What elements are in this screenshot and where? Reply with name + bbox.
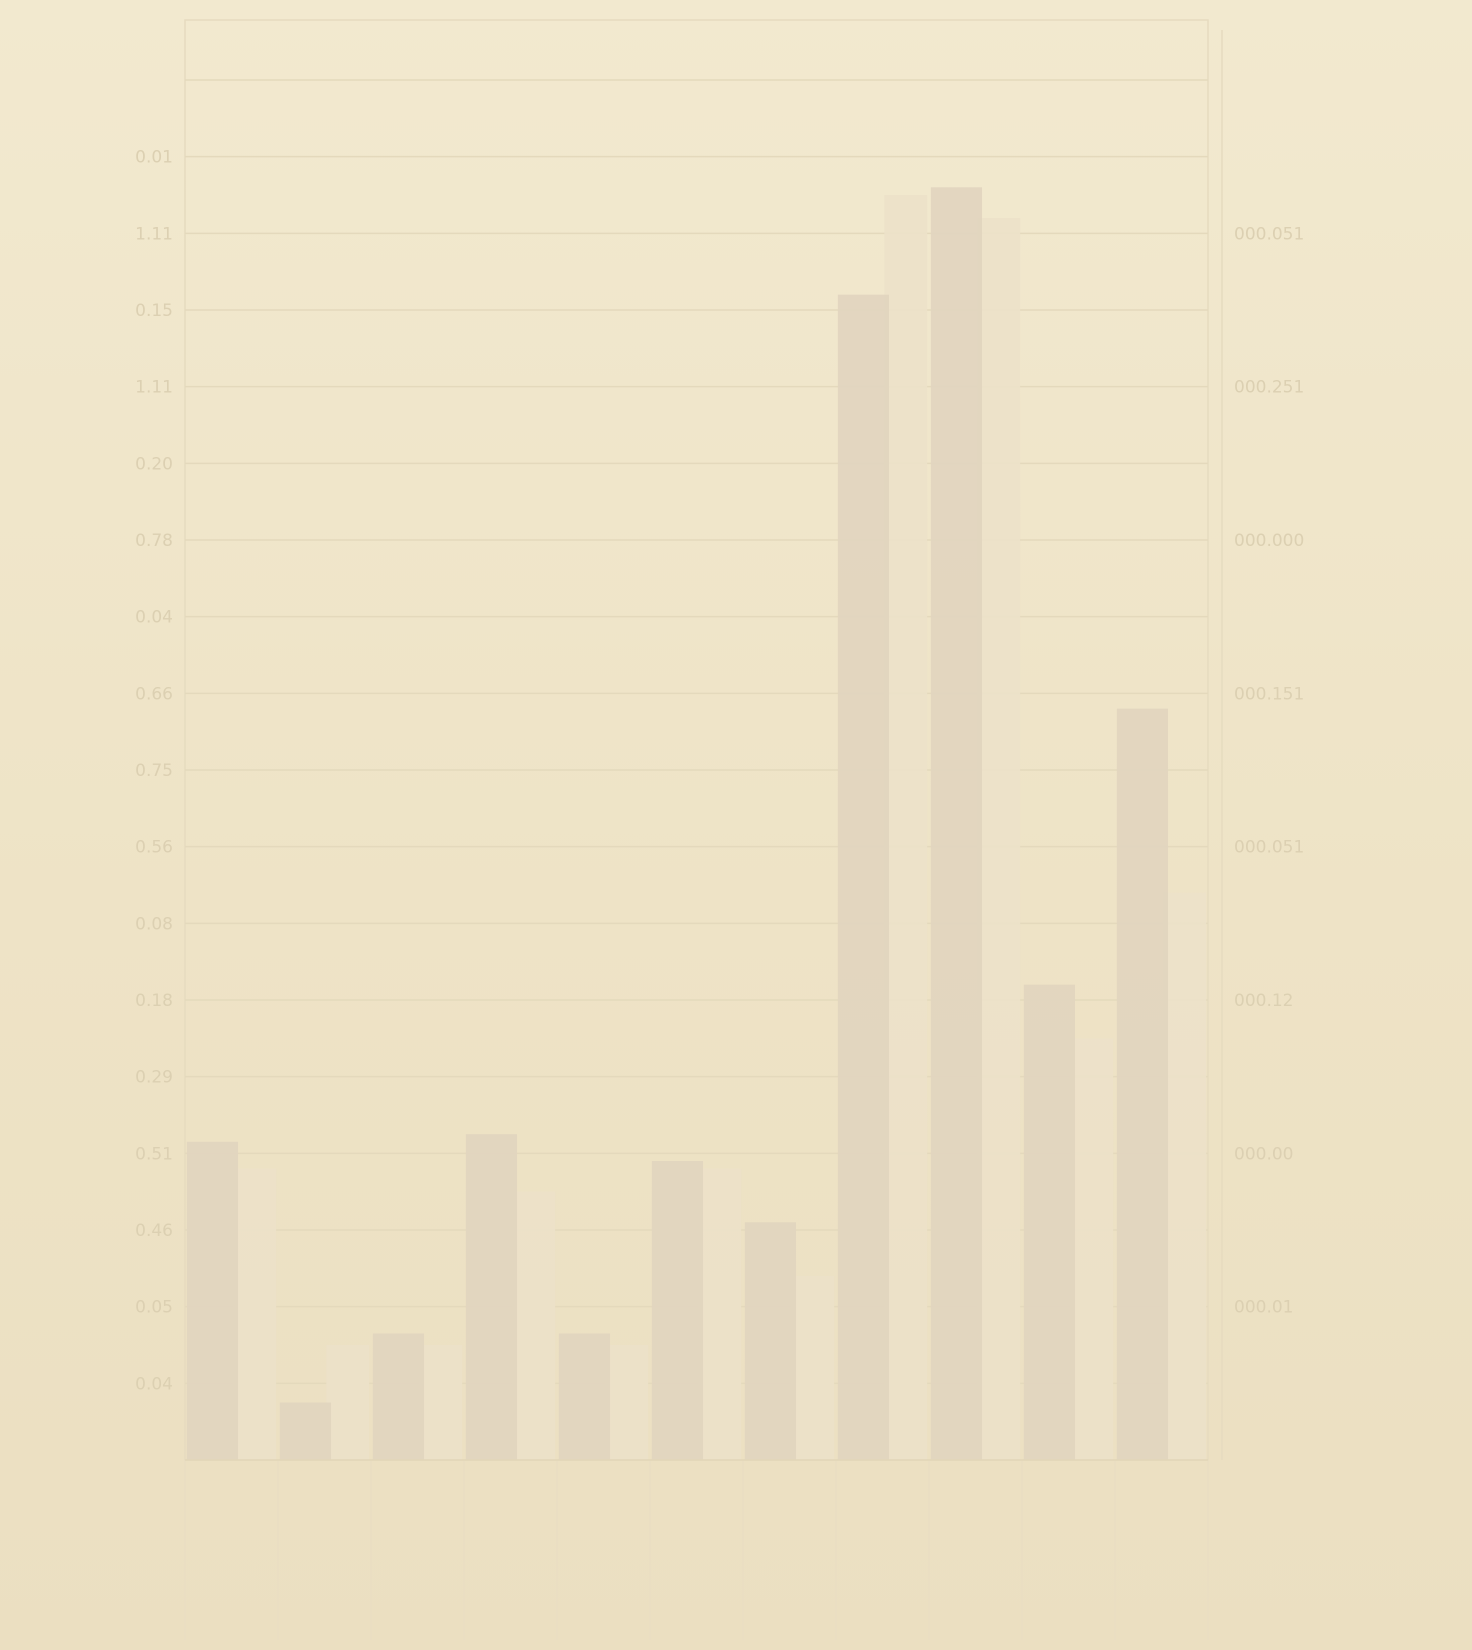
y-left-tick-label: 0.05 [135, 1298, 173, 1318]
bar-left-series [930, 187, 983, 1460]
bar-left-series [651, 1161, 704, 1460]
y-right-tick-label: 000.251 [1234, 378, 1304, 398]
y-left-tick-label: 0.18 [135, 991, 173, 1011]
bar-left-series [1116, 708, 1169, 1460]
y-left-tick-label: 0.75 [135, 761, 173, 781]
y-left-tick-label: 0.04 [135, 608, 173, 628]
bar-left-series [1023, 984, 1076, 1460]
bar-right-series [233, 1168, 277, 1460]
bar-left-series [837, 294, 890, 1461]
bar-left-series [465, 1134, 518, 1460]
bar-left-series [744, 1222, 797, 1460]
y-left-tick-label: 0.56 [135, 838, 173, 858]
bar-right-series [1070, 1038, 1114, 1460]
y-right-tick-label: 000.00 [1234, 1144, 1293, 1164]
y-left-tick-label: 1.11 [135, 378, 173, 398]
bar-right-series [605, 1345, 649, 1460]
bar-left-series [558, 1333, 611, 1460]
y-right-tick-label: 000.051 [1234, 224, 1304, 244]
y-right-tick-label: 000.01 [1234, 1298, 1293, 1318]
y-left-tick-label: 0.51 [135, 1144, 173, 1164]
y-left-tick-label: 0.66 [135, 684, 173, 704]
y-right-tick-label: 000.000 [1234, 531, 1304, 551]
y-left-tick-label: 0.15 [135, 301, 173, 321]
y-left-tick-label: 0.20 [135, 454, 173, 474]
y-left-tick-label: 1.11 [135, 224, 173, 244]
bar-right-series [884, 195, 928, 1460]
y-left-tick-label: 0.29 [135, 1068, 173, 1088]
bar-right-series [326, 1345, 370, 1460]
y-left-tick-label: 0.46 [135, 1221, 173, 1241]
bar-left-series [372, 1333, 425, 1460]
bar-right-series [698, 1168, 742, 1460]
y-right-tick-label: 000.12 [1234, 991, 1293, 1011]
bar-right-series [1163, 892, 1207, 1460]
y-left-tick-label: 0.01 [135, 148, 173, 168]
bar-left-series [279, 1402, 332, 1460]
y-left-tick-label: 0.04 [135, 1374, 173, 1394]
bar-left-series [186, 1141, 239, 1460]
bar-right-series [419, 1345, 463, 1460]
y-right-tick-label: 000.151 [1234, 684, 1304, 704]
y-left-tick-label: 0.78 [135, 531, 173, 551]
bar-right-series [512, 1191, 556, 1460]
y-right-tick-label: 000.051 [1234, 838, 1304, 858]
y-left-tick-label: 0.08 [135, 914, 173, 934]
bar-right-series [977, 218, 1021, 1460]
bar-right-series [791, 1276, 835, 1460]
